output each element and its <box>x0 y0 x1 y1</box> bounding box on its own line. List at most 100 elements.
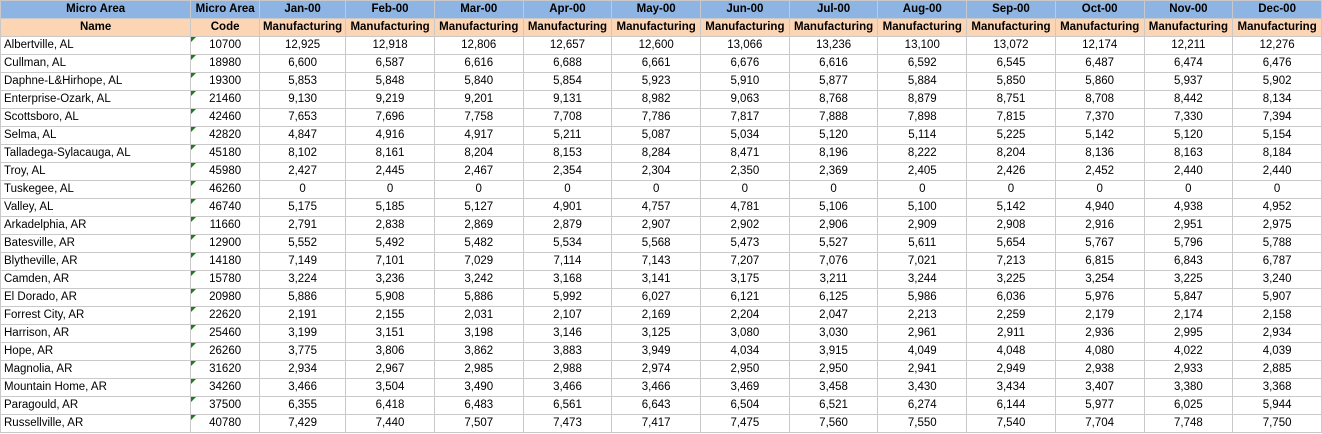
value-cell[interactable]: 5,114 <box>877 126 968 145</box>
value-cell[interactable]: 4,022 <box>1143 342 1234 361</box>
value-cell[interactable]: 7,473 <box>522 414 613 433</box>
value-cell[interactable]: 3,224 <box>258 270 347 289</box>
value-cell[interactable]: 6,036 <box>966 288 1056 307</box>
area-code-cell[interactable]: 31620 <box>190 360 260 379</box>
value-cell[interactable]: 2,985 <box>433 360 524 379</box>
value-cell[interactable]: 0 <box>788 180 879 199</box>
value-cell[interactable]: 7,394 <box>1232 108 1322 127</box>
value-cell[interactable]: 2,949 <box>966 360 1056 379</box>
value-cell[interactable]: 7,114 <box>522 252 613 271</box>
value-cell[interactable]: 2,974 <box>611 360 702 379</box>
header-row-title-cell[interactable]: Mar-00 <box>433 0 524 19</box>
value-cell[interactable]: 6,843 <box>1143 252 1234 271</box>
header-row-title-cell[interactable]: Micro Area <box>0 0 192 19</box>
value-cell[interactable]: 4,039 <box>1232 342 1322 361</box>
value-cell[interactable]: 6,144 <box>966 396 1056 415</box>
value-cell[interactable]: 3,168 <box>522 270 613 289</box>
value-cell[interactable]: 8,768 <box>788 90 879 109</box>
value-cell[interactable]: 7,207 <box>700 252 790 271</box>
value-cell[interactable]: 4,940 <box>1054 198 1145 217</box>
value-cell[interactable]: 5,492 <box>345 234 435 253</box>
value-cell[interactable]: 2,440 <box>1143 162 1234 181</box>
value-cell[interactable]: 5,127 <box>433 198 524 217</box>
value-cell[interactable]: 7,540 <box>966 414 1056 433</box>
area-code-cell[interactable]: 40780 <box>190 414 260 433</box>
value-cell[interactable]: 2,975 <box>1232 216 1322 235</box>
value-cell[interactable]: 2,909 <box>877 216 968 235</box>
value-cell[interactable]: 3,466 <box>522 378 613 397</box>
value-cell[interactable]: 3,080 <box>700 324 790 343</box>
value-cell[interactable]: 5,527 <box>788 234 879 253</box>
value-cell[interactable]: 3,949 <box>611 342 702 361</box>
value-cell[interactable]: 4,034 <box>700 342 790 361</box>
value-cell[interactable]: 7,815 <box>966 108 1056 127</box>
value-cell[interactable]: 5,976 <box>1054 288 1145 307</box>
value-cell[interactable]: 5,100 <box>877 198 968 217</box>
value-cell[interactable]: 13,072 <box>966 36 1056 55</box>
value-cell[interactable]: 9,063 <box>700 90 790 109</box>
value-cell[interactable]: 5,788 <box>1232 234 1322 253</box>
value-cell[interactable]: 5,654 <box>966 234 1056 253</box>
value-cell[interactable]: 3,254 <box>1054 270 1145 289</box>
area-code-cell[interactable]: 18980 <box>190 54 260 73</box>
value-cell[interactable]: 6,418 <box>345 396 435 415</box>
value-cell[interactable]: 0 <box>1143 180 1234 199</box>
value-cell[interactable]: 9,130 <box>258 90 347 109</box>
value-cell[interactable]: 5,877 <box>788 72 879 91</box>
value-cell[interactable]: 6,025 <box>1143 396 1234 415</box>
header-row-title-cell[interactable]: Oct-00 <box>1054 0 1145 19</box>
value-cell[interactable]: 5,884 <box>877 72 968 91</box>
value-cell[interactable]: 2,961 <box>877 324 968 343</box>
value-cell[interactable]: 2,950 <box>700 360 790 379</box>
value-cell[interactable]: 3,806 <box>345 342 435 361</box>
value-cell[interactable]: 7,786 <box>611 108 702 127</box>
value-cell[interactable]: 3,175 <box>700 270 790 289</box>
value-cell[interactable]: 6,483 <box>433 396 524 415</box>
value-cell[interactable]: 7,888 <box>788 108 879 127</box>
value-cell[interactable]: 5,910 <box>700 72 790 91</box>
value-cell[interactable]: 5,944 <box>1232 396 1322 415</box>
value-cell[interactable]: 7,440 <box>345 414 435 433</box>
value-cell[interactable]: 4,781 <box>700 198 790 217</box>
value-cell[interactable]: 2,936 <box>1054 324 1145 343</box>
value-cell[interactable]: 5,937 <box>1143 72 1234 91</box>
value-cell[interactable]: 6,125 <box>788 288 879 307</box>
area-name-cell[interactable]: Hope, AR <box>0 342 192 361</box>
value-cell[interactable]: 2,440 <box>1232 162 1322 181</box>
value-cell[interactable]: 2,405 <box>877 162 968 181</box>
value-cell[interactable]: 0 <box>611 180 702 199</box>
value-cell[interactable]: 3,244 <box>877 270 968 289</box>
value-cell[interactable]: 8,136 <box>1054 144 1145 163</box>
value-cell[interactable]: 3,458 <box>788 378 879 397</box>
area-code-cell[interactable]: 37500 <box>190 396 260 415</box>
value-cell[interactable]: 6,643 <box>611 396 702 415</box>
value-cell[interactable]: 12,211 <box>1143 36 1234 55</box>
value-cell[interactable]: 7,076 <box>788 252 879 271</box>
value-cell[interactable]: 5,907 <box>1232 288 1322 307</box>
value-cell[interactable]: 6,676 <box>700 54 790 73</box>
value-cell[interactable]: 5,185 <box>345 198 435 217</box>
area-code-cell[interactable]: 46260 <box>190 180 260 199</box>
header-row-title-cell[interactable]: Feb-00 <box>345 0 435 19</box>
value-cell[interactable]: 5,034 <box>700 126 790 145</box>
value-cell[interactable]: 2,304 <box>611 162 702 181</box>
value-cell[interactable]: 2,938 <box>1054 360 1145 379</box>
value-cell[interactable]: 7,696 <box>345 108 435 127</box>
value-cell[interactable]: 9,201 <box>433 90 524 109</box>
area-code-cell[interactable]: 42460 <box>190 108 260 127</box>
value-cell[interactable]: 4,049 <box>877 342 968 361</box>
value-cell[interactable]: 6,027 <box>611 288 702 307</box>
header-row-subtitle-cell[interactable]: Manufacturing <box>433 18 524 37</box>
value-cell[interactable]: 4,048 <box>966 342 1056 361</box>
value-cell[interactable]: 0 <box>1054 180 1145 199</box>
value-cell[interactable]: 6,274 <box>877 396 968 415</box>
value-cell[interactable]: 7,213 <box>966 252 1056 271</box>
value-cell[interactable]: 13,236 <box>788 36 879 55</box>
value-cell[interactable]: 3,225 <box>1143 270 1234 289</box>
value-cell[interactable]: 2,191 <box>258 306 347 325</box>
value-cell[interactable]: 2,902 <box>700 216 790 235</box>
value-cell[interactable]: 2,169 <box>611 306 702 325</box>
value-cell[interactable]: 6,355 <box>258 396 347 415</box>
value-cell[interactable]: 3,242 <box>433 270 524 289</box>
value-cell[interactable]: 7,898 <box>877 108 968 127</box>
